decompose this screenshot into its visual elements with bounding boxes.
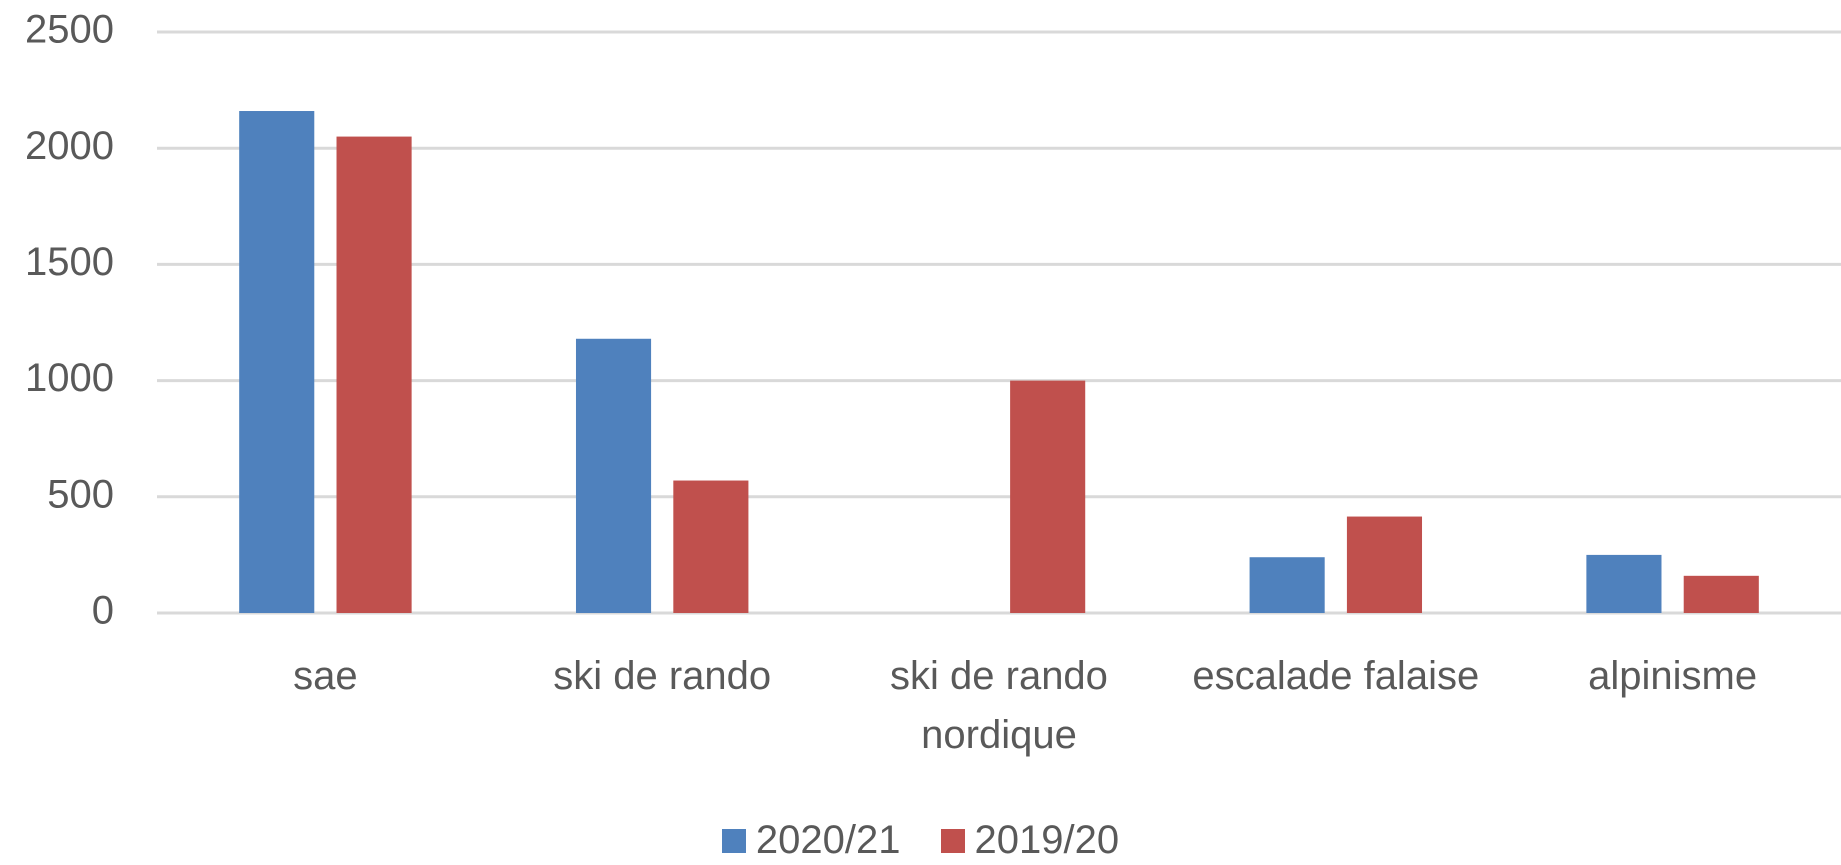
legend-label: 2019/20: [974, 818, 1120, 862]
legend-item: 2019/20: [940, 818, 1120, 863]
legend-swatch: [940, 828, 965, 853]
legend: 2020/21 2019/20: [0, 818, 1841, 863]
x-tick-label: escalade falaise: [1192, 654, 1480, 698]
y-tick-label: 1000: [25, 356, 114, 400]
x-tick-label: ski de rando nordique: [890, 654, 1108, 757]
legend-swatch: [721, 828, 746, 853]
x-tick-label: ski de rando: [553, 654, 772, 698]
bar: [239, 111, 315, 614]
legend-item: 2020/21: [721, 818, 901, 863]
bar: [673, 480, 749, 613]
bar: [1249, 557, 1325, 613]
bar: [1010, 380, 1086, 613]
y-tick-label: 2000: [25, 124, 114, 168]
y-tick-label: 0: [92, 589, 114, 633]
y-tick-label: 1500: [25, 240, 114, 284]
x-tick-label: sae: [293, 654, 358, 698]
x-tick-label: alpinisme: [1588, 654, 1758, 698]
bar: [1683, 575, 1759, 613]
y-tick-label: 500: [47, 472, 114, 516]
legend-label: 2020/21: [755, 818, 901, 862]
y-tick-label: 2500: [25, 8, 114, 52]
bar: [1586, 554, 1662, 613]
bar: [1346, 516, 1423, 613]
bar: [575, 338, 652, 613]
bar: [336, 136, 412, 613]
